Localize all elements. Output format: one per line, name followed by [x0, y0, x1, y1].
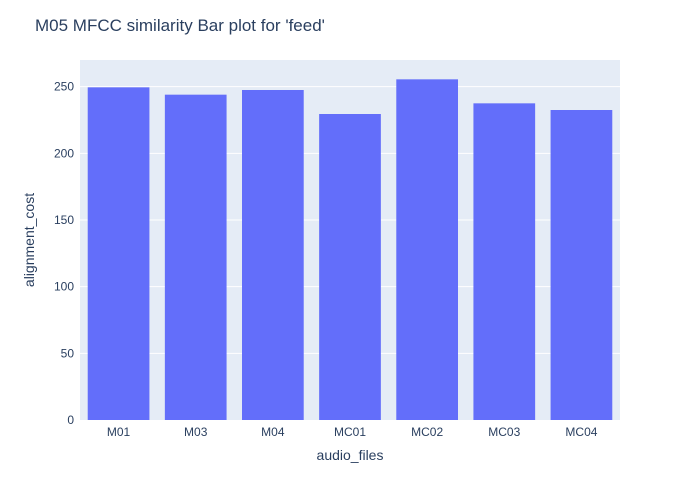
y-tick-label: 0 [67, 413, 74, 427]
x-tick-label: M04 [261, 425, 285, 439]
x-tick-label: MC02 [411, 425, 443, 439]
x-tick-label: MC04 [565, 425, 597, 439]
x-tick-label: M01 [107, 425, 131, 439]
x-axis-title: audio_files [317, 447, 384, 463]
bar-mc02[interactable] [396, 79, 458, 420]
y-tick-label: 150 [54, 213, 74, 227]
bar-m04[interactable] [242, 90, 304, 420]
x-axis-ticks: M01 M03 M04 MC01 MC02 MC03 MC04 [107, 425, 598, 439]
y-tick-label: 100 [54, 280, 74, 294]
chart-title: M05 MFCC similarity Bar plot for 'feed' [35, 16, 325, 35]
y-axis-title: alignment_cost [21, 193, 37, 287]
y-tick-label: 200 [54, 146, 74, 160]
x-tick-label: M03 [184, 425, 208, 439]
bar-m03[interactable] [164, 94, 227, 421]
y-axis-ticks: 0 50 100 150 200 250 [54, 80, 74, 427]
bar-mc01[interactable] [319, 114, 381, 420]
bar-mc03[interactable] [473, 103, 536, 420]
x-tick-label: MC03 [488, 425, 520, 439]
bars [87, 79, 613, 421]
x-tick-label: MC01 [334, 425, 366, 439]
bar-m01[interactable] [87, 87, 150, 420]
bar-mc04[interactable] [550, 110, 613, 420]
y-tick-label: 50 [61, 346, 75, 360]
y-tick-label: 250 [54, 80, 74, 94]
